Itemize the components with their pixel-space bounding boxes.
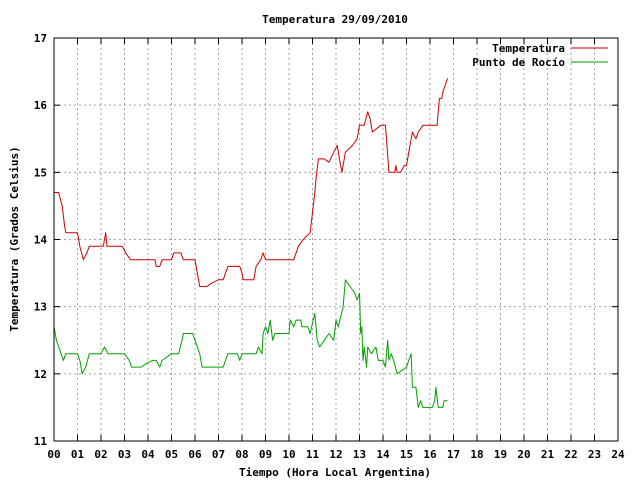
- x-tick-label: 06: [188, 448, 202, 461]
- y-tick-label: 17: [34, 32, 47, 45]
- series: [53, 78, 449, 408]
- x-tick-label: 19: [494, 448, 507, 461]
- x-tick-label: 10: [282, 448, 295, 461]
- y-tick-label: 14: [34, 234, 48, 247]
- x-tick-label: 15: [400, 448, 413, 461]
- x-tick-label: 05: [165, 448, 178, 461]
- x-tick-label: 04: [141, 448, 155, 461]
- x-tick-label: 09: [259, 448, 272, 461]
- x-tick-label: 00: [47, 448, 60, 461]
- x-tick-label: 11: [306, 448, 320, 461]
- x-tick-label: 12: [329, 448, 342, 461]
- x-tick-label: 13: [353, 448, 366, 461]
- x-tick-label: 18: [470, 448, 483, 461]
- series-line-temperatura: [54, 78, 449, 287]
- series-line-punto-de-rocio: [53, 279, 448, 408]
- x-tick-label: 02: [94, 448, 107, 461]
- x-tick-label: 08: [235, 448, 248, 461]
- x-tick-label: 22: [564, 448, 577, 461]
- x-tick-label: 07: [212, 448, 225, 461]
- plot-frame: [53, 37, 619, 442]
- axis-ticks: 00 01 02 03 04 05 06 07 08 09 10 11 12 13 14 15 16 17 18 19…: [34, 32, 625, 461]
- x-tick-label: 21: [541, 448, 555, 461]
- x-tick-label: 23: [588, 448, 601, 461]
- y-tick-label: 11: [34, 435, 48, 448]
- x-tick-label: 24: [611, 448, 625, 461]
- x-tick-label: 20: [517, 448, 530, 461]
- x-axis-label: Tiempo (Hora Local Argentina): [239, 466, 431, 479]
- y-tick-label: 15: [34, 166, 47, 179]
- x-tick-label: 01: [71, 448, 85, 461]
- legend-label: Punto de Rocío: [472, 56, 565, 69]
- y-tick-label: 12: [34, 368, 47, 381]
- y-tick-label: 16: [34, 99, 48, 112]
- y-tick-label: 13: [34, 301, 47, 314]
- x-tick-label: 17: [447, 448, 460, 461]
- x-tick-label: 16: [423, 448, 437, 461]
- chart-title: Temperatura 29/09/2010: [262, 13, 408, 26]
- grid: [54, 38, 618, 441]
- y-axis-label: Temperatura (Grados Celsius): [8, 146, 21, 331]
- x-tick-label: 14: [376, 448, 390, 461]
- x-tick-label: 03: [118, 448, 131, 461]
- legend-label: Temperatura: [492, 42, 565, 55]
